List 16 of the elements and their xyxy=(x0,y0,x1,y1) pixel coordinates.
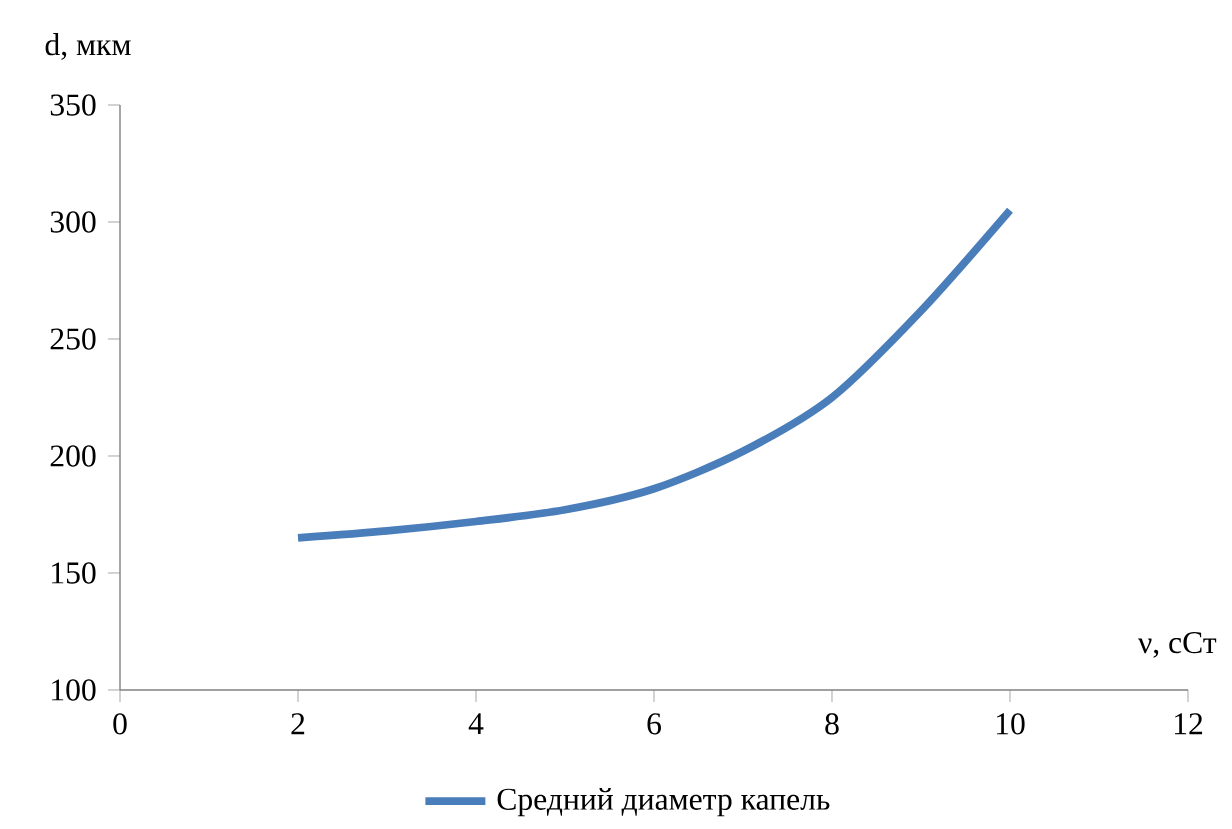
x-tick-label: 0 xyxy=(113,713,127,735)
x-tick-label: 4 xyxy=(468,713,484,735)
x-tick-label: 8 xyxy=(825,713,839,735)
x-tick-label: 6 xyxy=(647,713,661,735)
y-tick-label: 150 xyxy=(52,562,96,584)
y-tick-label: 100 xyxy=(52,679,96,701)
y-tick-label: 200 xyxy=(50,445,96,467)
x-axis-title: ν, сСт xyxy=(1138,632,1217,658)
y-tick-label: 350 xyxy=(50,94,96,116)
y-tick-label: 250 xyxy=(50,328,96,350)
x-tick-label: 10 xyxy=(996,713,1025,735)
y-axis-title: d, мкм xyxy=(45,33,131,60)
x-tick-label: 2 xyxy=(291,713,305,735)
y-tick-label: 300 xyxy=(50,211,96,233)
legend-label: Средний диаметр капель xyxy=(497,787,830,817)
x-tick-label: 12 xyxy=(1174,713,1203,735)
